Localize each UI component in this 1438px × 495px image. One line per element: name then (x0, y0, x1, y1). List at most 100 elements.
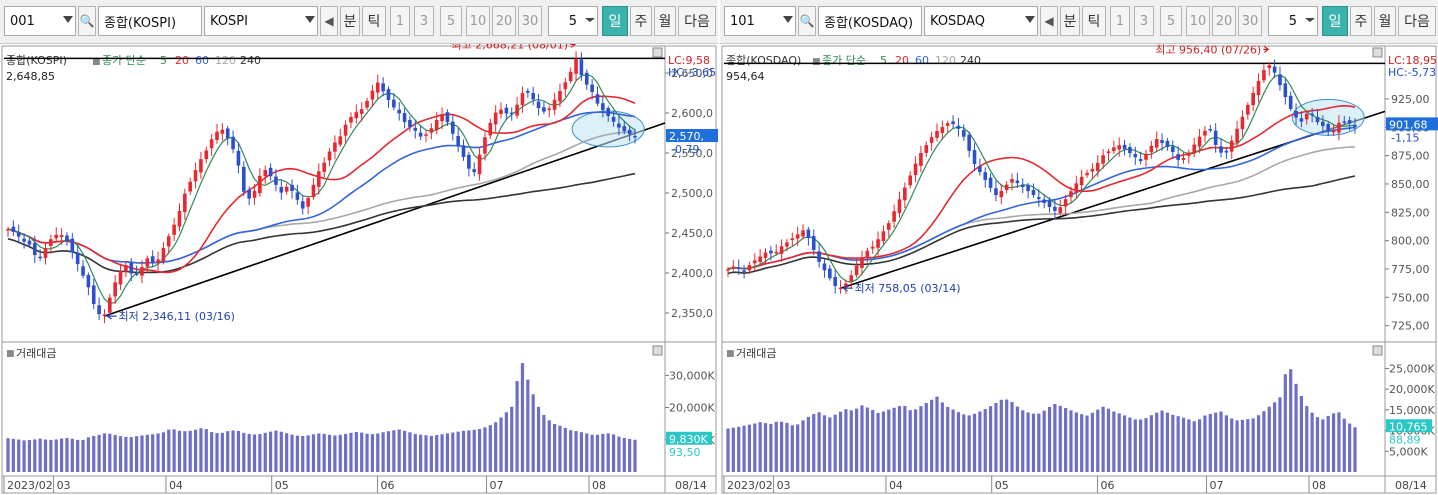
candle-body (1251, 92, 1255, 106)
volume-bar (892, 407, 896, 472)
candle-body (359, 109, 364, 114)
candle-body (231, 136, 235, 150)
kospi-monthly-button[interactable]: 월 (654, 6, 676, 36)
kosdaq-count-input[interactable]: 5 (1268, 6, 1318, 36)
kosdaq-daily-button[interactable]: 일 (1322, 6, 1348, 36)
volume-bar (6, 438, 10, 472)
kospi-tick-button[interactable]: 틱 (362, 6, 386, 36)
kosdaq-sub-select[interactable]: KOSDAQ (924, 6, 1038, 36)
kospi-min-5[interactable]: 5 (440, 6, 462, 36)
kospi-count-input[interactable]: 5 (548, 6, 598, 36)
volume-bar (1026, 412, 1030, 472)
ma240-line (7, 172, 636, 274)
kosdaq-monthly-button[interactable]: 월 (1374, 6, 1396, 36)
kospi-min-20[interactable]: 20 (492, 6, 516, 36)
candle-body (1042, 199, 1046, 203)
kosdaq-min-10[interactable]: 10 (1186, 6, 1210, 36)
kospi-code-value: 001 (10, 13, 35, 29)
kosdaq-min-3[interactable]: 3 (1134, 6, 1154, 36)
volume-bar (1305, 406, 1309, 472)
kospi-min-3[interactable]: 3 (414, 6, 434, 36)
volume-bar (477, 428, 482, 472)
candle-body (763, 252, 768, 258)
volume-bar (124, 436, 128, 472)
volume-percent: 88,89 (1389, 433, 1421, 446)
y-tick-label: 725,00 (1391, 320, 1430, 333)
candle-body (70, 238, 75, 253)
volume-bar (1144, 418, 1148, 472)
current-price-value: 2,570, (669, 130, 704, 143)
candle-body (1122, 144, 1127, 150)
candle-body (817, 251, 821, 262)
candle-body (343, 124, 348, 136)
volume-bar (1058, 405, 1062, 472)
volume-bar (812, 414, 816, 472)
kospi-toolbar: 001 🔍 종합(KOSPI) KOSPI ◀ 분 틱 1 3 5 10 20 … (0, 0, 718, 44)
candle-body (742, 270, 746, 272)
kospi-name-field[interactable]: 종합(KOSPI) (98, 6, 202, 36)
kosdaq-name-field[interactable]: 종합(KOSDAQ) (818, 6, 922, 36)
volume-bar (1064, 407, 1068, 472)
volume-bar (38, 438, 42, 472)
volume-bar (402, 430, 407, 472)
candle-body (49, 239, 53, 247)
candle-body (461, 145, 466, 158)
kosdaq-code-select[interactable]: 101 (724, 6, 796, 36)
candle-body (983, 172, 988, 180)
volume-bar (617, 436, 621, 472)
volume-bar (338, 434, 342, 472)
kosdaq-chart-area[interactable]: 종합(KOSDAQ)■종가 단순52060120240954,64925,009… (720, 44, 1438, 495)
candle-body (1235, 128, 1239, 143)
kospi-sub-select[interactable]: KOSPI (204, 6, 318, 36)
volume-tick-label: 20,000K (1389, 383, 1435, 396)
kosdaq-min-20[interactable]: 20 (1212, 6, 1236, 36)
kospi-next-button[interactable]: 다음 (678, 6, 716, 36)
ma5-line (727, 74, 1356, 283)
kospi-min-10[interactable]: 10 (466, 6, 490, 36)
chevron-down-icon (305, 16, 315, 23)
kosdaq-minute-button[interactable]: 분 (1060, 6, 1080, 36)
volume-bar (1031, 413, 1036, 472)
kospi-weekly-button[interactable]: 주 (630, 6, 652, 36)
volume-bar (1090, 412, 1095, 472)
candle-body (118, 270, 123, 285)
kosdaq-search-button[interactable]: 🔍 (798, 6, 816, 36)
candle-body (988, 177, 993, 188)
candle-body (978, 166, 982, 172)
kospi-code-select[interactable]: 001 (4, 6, 76, 36)
volume-bar (440, 434, 444, 472)
candle-body (252, 190, 257, 198)
kosdaq-min-1[interactable]: 1 (1110, 6, 1130, 36)
x-tick-label: 07 (490, 479, 504, 492)
candle-body (445, 112, 450, 123)
kosdaq-tick-button[interactable]: 틱 (1082, 6, 1106, 36)
candle-body (161, 247, 166, 262)
candle-body (493, 112, 498, 125)
kospi-minute-button[interactable]: 분 (340, 6, 360, 36)
volume-bar (763, 423, 768, 472)
candle-body (542, 107, 546, 112)
volume-bar (983, 409, 987, 472)
kosdaq-min-30[interactable]: 30 (1238, 6, 1262, 36)
volume-bar (306, 435, 310, 472)
candle-body (1208, 129, 1213, 131)
candle-body (279, 187, 284, 193)
kospi-search-button[interactable]: 🔍 (78, 6, 96, 36)
volume-legend-marker: ■ (6, 349, 15, 359)
volume-bar (252, 434, 257, 472)
kospi-daily-button[interactable]: 일 (602, 6, 628, 36)
kospi-chart-area[interactable]: 종합(KOSPI) ■ 종가 단순 5 20 60 120 240 2,648,85 2,650,… (0, 44, 718, 495)
kospi-min-30[interactable]: 30 (518, 6, 542, 36)
kosdaq-min-5[interactable]: 5 (1160, 6, 1182, 36)
kosdaq-next-button[interactable]: 다음 (1398, 6, 1436, 36)
kosdaq-prev-button[interactable]: ◀ (1040, 6, 1058, 36)
legend-ma-60: 60 (915, 54, 929, 67)
volume-bar (531, 394, 535, 472)
chevron-down-icon (63, 16, 73, 23)
kospi-prev-button[interactable]: ◀ (320, 6, 338, 36)
kosdaq-weekly-button[interactable]: 주 (1350, 6, 1372, 36)
volume-tick-label: 5,000K (1389, 445, 1428, 458)
volume-bar (951, 409, 955, 472)
y-tick-label: 2,400,0 (671, 267, 713, 280)
kospi-min-1[interactable]: 1 (390, 6, 410, 36)
